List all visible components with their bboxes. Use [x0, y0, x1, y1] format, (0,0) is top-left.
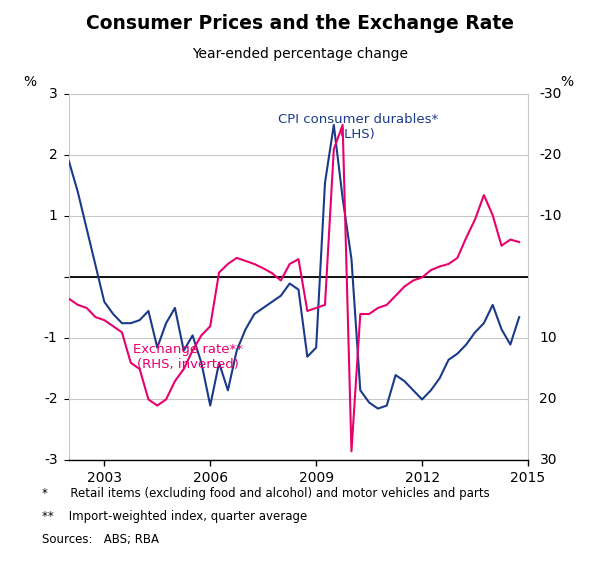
Text: -2: -2: [44, 392, 58, 407]
Text: Consumer Prices and the Exchange Rate: Consumer Prices and the Exchange Rate: [86, 14, 514, 33]
Text: -20: -20: [539, 148, 562, 162]
Text: -1: -1: [44, 331, 58, 345]
Text: 10: 10: [539, 331, 557, 345]
Text: Exchange rate**
(RHS, inverted): Exchange rate** (RHS, inverted): [133, 343, 244, 371]
Text: CPI consumer durables*
(LHS): CPI consumer durables* (LHS): [278, 113, 438, 141]
Text: -30: -30: [539, 88, 562, 101]
Text: 20: 20: [539, 392, 557, 407]
Text: -3: -3: [44, 454, 58, 467]
Text: *      Retail items (excluding food and alcohol) and motor vehicles and parts: * Retail items (excluding food and alcoh…: [42, 487, 490, 500]
Text: 30: 30: [539, 454, 557, 467]
Text: 1: 1: [49, 209, 58, 224]
Text: Year-ended percentage change: Year-ended percentage change: [192, 47, 408, 61]
Text: %: %: [23, 75, 37, 89]
Text: Sources:   ABS; RBA: Sources: ABS; RBA: [42, 533, 159, 546]
Text: **    Import-weighted index, quarter average: ** Import-weighted index, quarter averag…: [42, 510, 307, 523]
Text: -10: -10: [539, 209, 562, 224]
Text: 3: 3: [49, 88, 58, 101]
Text: 2: 2: [49, 148, 58, 162]
Text: %: %: [560, 75, 574, 89]
